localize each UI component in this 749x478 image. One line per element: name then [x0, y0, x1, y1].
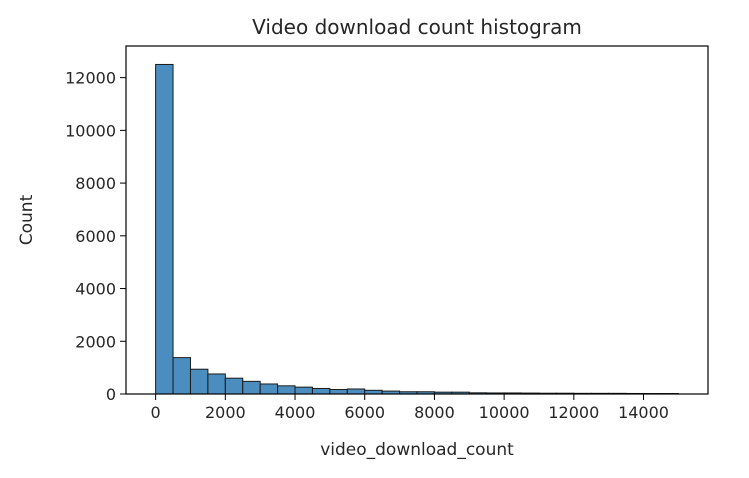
y-tick-label: 6000 [75, 227, 116, 246]
histogram-bar [224, 377, 244, 395]
histogram-bar [277, 385, 296, 395]
x-tick-label: 12000 [548, 403, 599, 422]
x-tick-label: 2000 [205, 403, 246, 422]
y-tick-label: 10000 [65, 121, 116, 140]
y-tick-label: 12000 [65, 69, 116, 88]
y-tick-label: 4000 [75, 280, 116, 299]
y-tick-label: 2000 [75, 332, 116, 351]
histogram-bar [329, 389, 348, 395]
x-tick-label: 4000 [275, 403, 316, 422]
x-tick-label: 14000 [618, 403, 669, 422]
x-axis-ticks: 0 2000 4000 6000 8000 10000 12000 14000 [151, 394, 669, 422]
histogram-bar [311, 387, 331, 395]
x-tick-label: 0 [151, 403, 161, 422]
histogram-bar [207, 373, 226, 395]
y-axis-label: Count [17, 194, 37, 245]
x-tick-label: 8000 [414, 403, 455, 422]
histogram-bar [294, 386, 313, 395]
x-tick-label: 10000 [479, 403, 530, 422]
x-tick-label: 6000 [344, 403, 385, 422]
histogram-bar [242, 380, 261, 395]
histogram-bar [189, 368, 209, 395]
histogram-bar [155, 63, 174, 395]
y-tick-label: 0 [106, 385, 116, 404]
chart-title: Video download count histogram [252, 15, 582, 39]
y-axis-ticks: 0 2000 4000 6000 8000 10000 12000 [65, 69, 126, 404]
histogram-bar [259, 383, 279, 395]
plot-frame [125, 45, 709, 395]
histogram-bar [346, 388, 366, 395]
histogram-bar [172, 357, 191, 395]
y-tick-label: 8000 [75, 174, 116, 193]
x-axis-label: video_download_count [320, 440, 514, 460]
histogram-bars [155, 63, 679, 395]
